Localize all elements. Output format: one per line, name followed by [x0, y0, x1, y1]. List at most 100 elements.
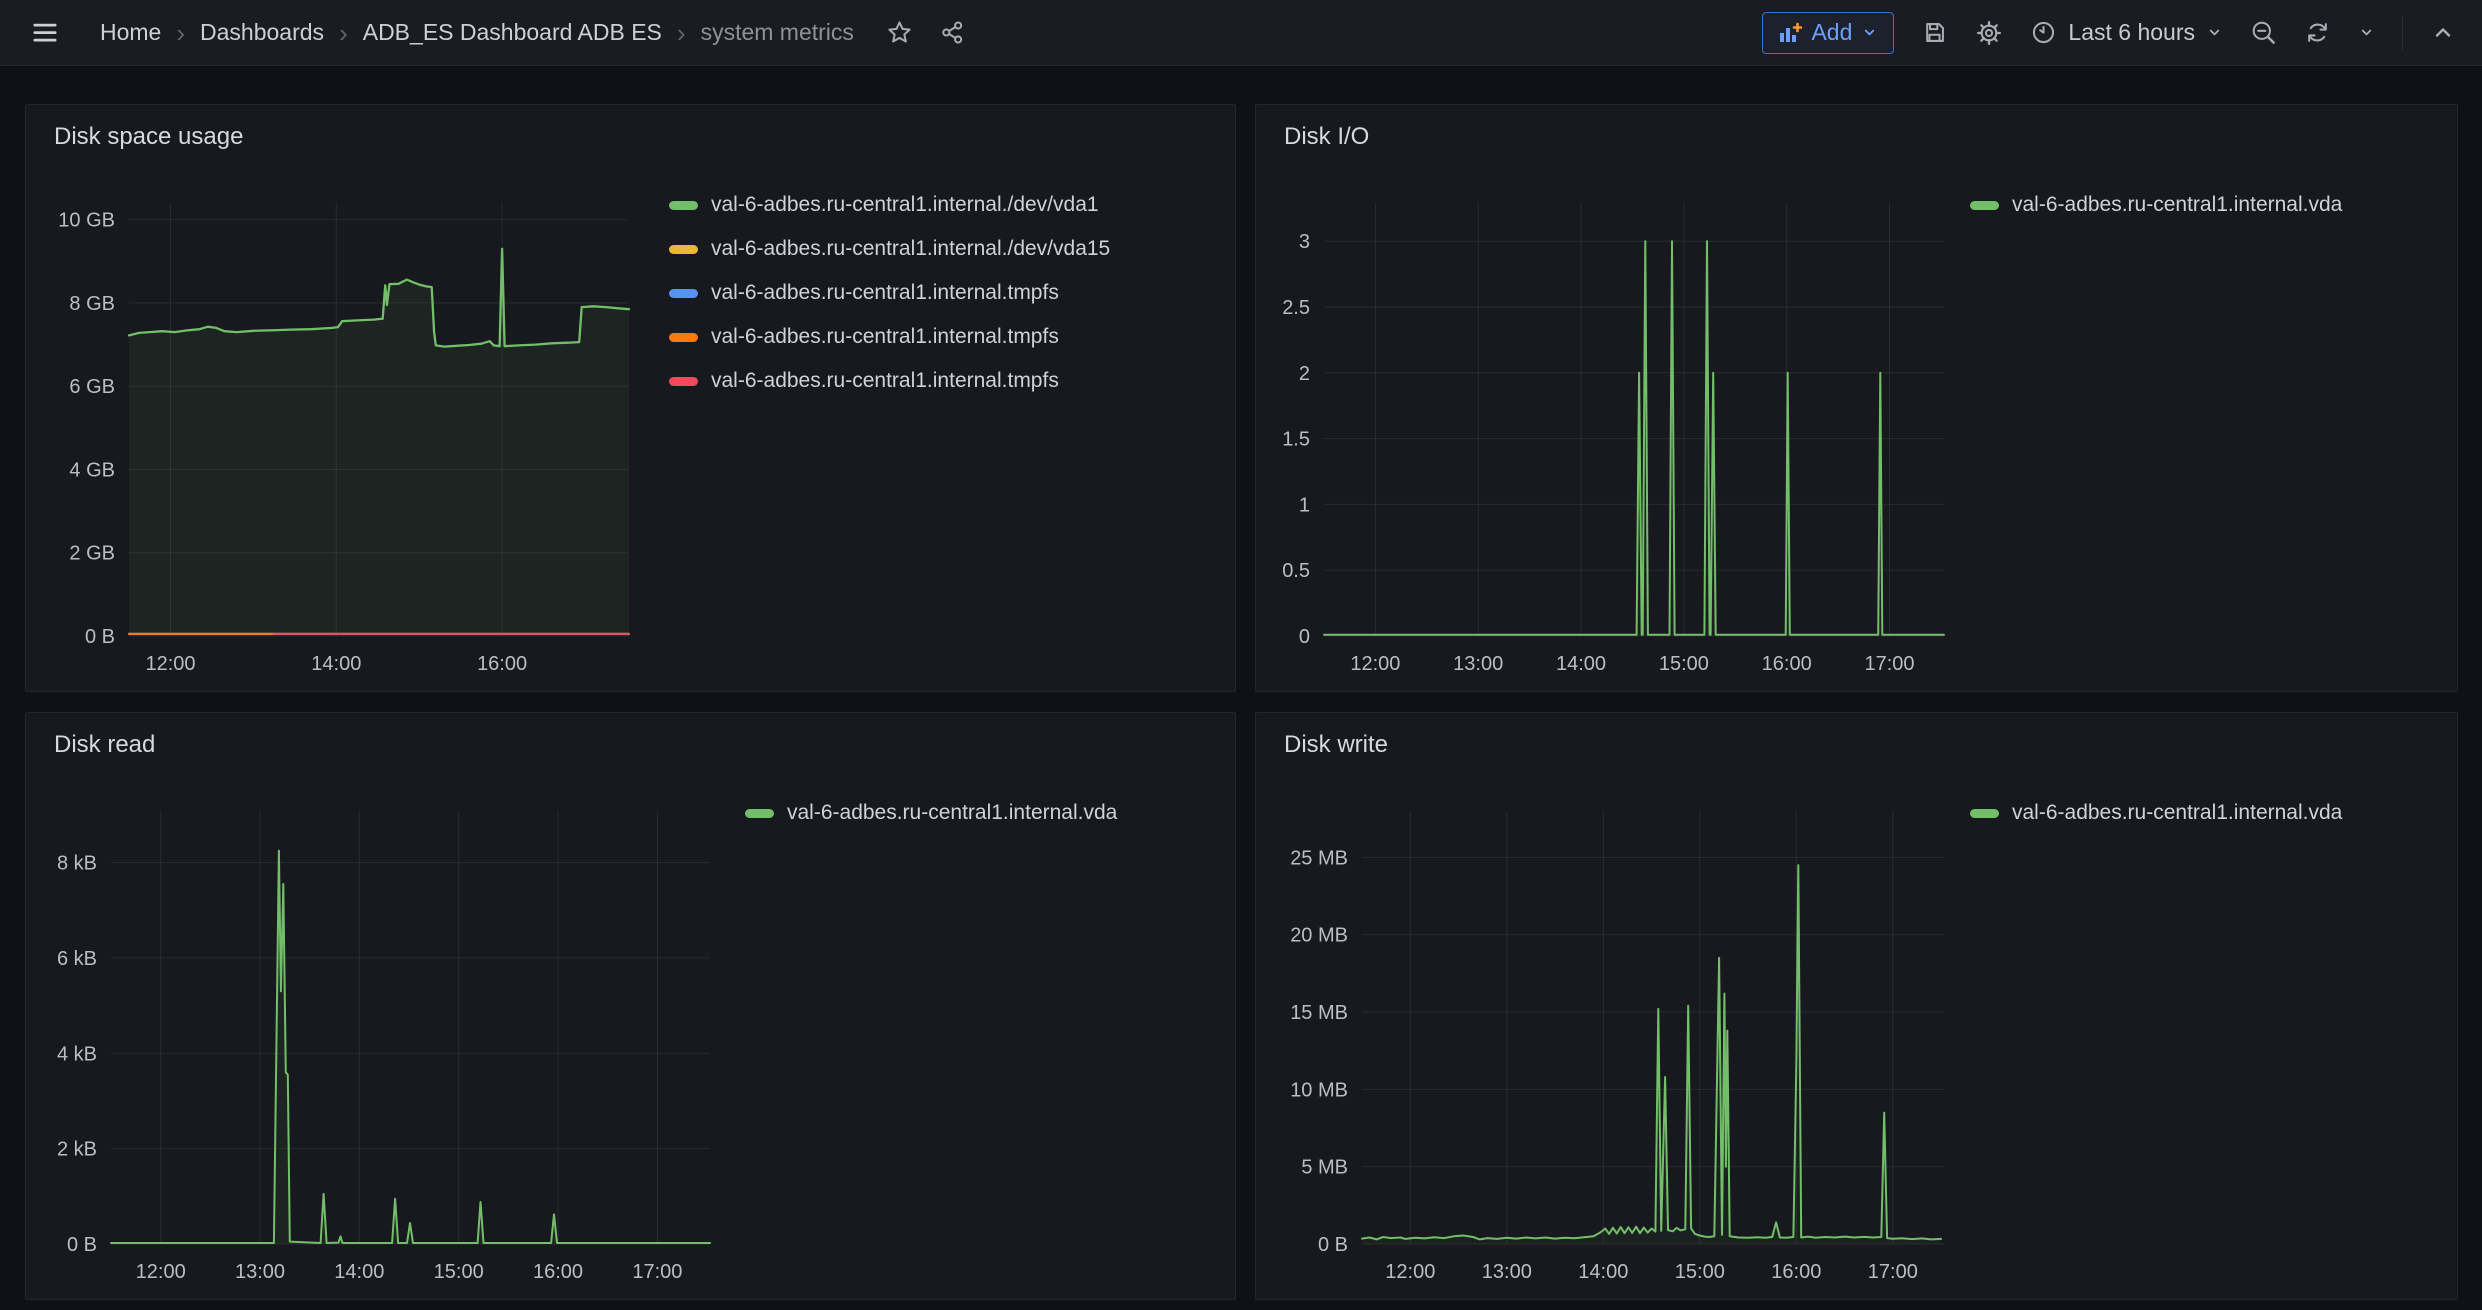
breadcrumb-separator-icon: ›: [677, 20, 686, 46]
breadcrumb-item[interactable]: Dashboards: [200, 19, 324, 46]
y-tick-label: 2 GB: [69, 543, 115, 565]
star-icon[interactable]: [886, 19, 913, 46]
series-line-0: [1324, 241, 1944, 635]
y-tick-label: 0 B: [1318, 1234, 1348, 1256]
legend-item[interactable]: val-6-adbes.ru-central1.internal./dev/vd…: [669, 183, 1110, 227]
panel-title[interactable]: Disk I/O: [1284, 123, 1369, 151]
legend-series-label: val-6-adbes.ru-central1.internal.vda: [787, 801, 1117, 825]
panel-disk-space-usage: Disk space usage 12:00 14:00 16:00 0 B 2 GB 4…: [25, 104, 1236, 692]
menu-icon[interactable]: [30, 18, 60, 48]
legend: val-6-adbes.ru-central1.internal.vda: [1970, 183, 2342, 227]
y-tick-label: 2: [1299, 363, 1310, 385]
legend-item[interactable]: val-6-adbes.ru-central1.internal./dev/vd…: [669, 227, 1110, 271]
x-tick-label: 12:00: [145, 653, 195, 675]
add-button[interactable]: Add: [1762, 12, 1894, 54]
series-line-0: [1362, 865, 1941, 1239]
legend-item[interactable]: val-6-adbes.ru-central1.internal.vda: [1970, 183, 2342, 227]
y-tick-label: 8 GB: [69, 293, 115, 315]
y-tick-label: 2 kB: [57, 1139, 97, 1161]
refresh-icon[interactable]: [2304, 19, 2331, 46]
x-tick-label: 16:00: [1771, 1261, 1821, 1283]
x-tick-label: 15:00: [434, 1261, 484, 1283]
x-tick-label: 16:00: [533, 1261, 583, 1283]
y-tick-label: 2.5: [1282, 297, 1310, 319]
breadcrumb-item[interactable]: ADB_ES Dashboard ADB ES: [363, 19, 662, 46]
x-tick-label: 17:00: [1868, 1261, 1918, 1283]
save-icon[interactable]: [1921, 19, 1948, 46]
clock-icon: [2030, 19, 2057, 46]
y-tick-label: 10 GB: [58, 210, 115, 232]
x-tick-label: 14:00: [334, 1261, 384, 1283]
y-tick-label: 3: [1299, 231, 1310, 253]
y-tick-label: 0 B: [85, 626, 115, 648]
x-tick-label: 15:00: [1659, 653, 1709, 675]
x-tick-label: 17:00: [1864, 653, 1914, 675]
panel-title[interactable]: Disk read: [54, 731, 155, 759]
legend-series-label: val-6-adbes.ru-central1.internal./dev/vd…: [711, 237, 1110, 261]
add-button-label: Add: [1811, 19, 1852, 46]
settings-gear-icon[interactable]: [1975, 19, 2003, 47]
x-tick-label: 13:00: [235, 1261, 285, 1283]
legend-series-label: val-6-adbes.ru-central1.internal.tmpfs: [711, 325, 1059, 349]
y-tick-label: 20 MB: [1290, 925, 1348, 947]
y-tick-label: 4 GB: [69, 460, 115, 482]
breadcrumb-item[interactable]: Home: [100, 19, 161, 46]
legend-item[interactable]: val-6-adbes.ru-central1.internal.vda: [1970, 791, 2342, 835]
chevron-up-icon[interactable]: [2430, 20, 2456, 46]
y-tick-label: 6 kB: [57, 948, 97, 970]
legend-item[interactable]: val-6-adbes.ru-central1.internal.tmpfs: [669, 271, 1110, 315]
dashboard-grid: Disk space usage 12:00 14:00 16:00 0 B 2 GB 4…: [0, 66, 2482, 1300]
x-tick-label: 14:00: [1556, 653, 1606, 675]
time-range-picker[interactable]: Last 6 hours: [2030, 19, 2223, 46]
legend-series-color-pill: [1970, 201, 1999, 210]
series-area-0: [129, 249, 629, 636]
series-line-0: [111, 851, 710, 1243]
x-tick-label: 15:00: [1675, 1261, 1725, 1283]
time-series-chart[interactable]: 12:0013:0014:0015:0016:0017:000 B5 MB10 …: [1256, 783, 2457, 1283]
time-range-label: Last 6 hours: [2068, 19, 2195, 46]
panel-title[interactable]: Disk space usage: [54, 123, 243, 151]
x-tick-label: 14:00: [311, 653, 361, 675]
chevron-down-icon: [2206, 24, 2223, 41]
x-tick-label: 13:00: [1453, 653, 1503, 675]
legend-series-label: val-6-adbes.ru-central1.internal.tmpfs: [711, 369, 1059, 393]
legend-series-color-pill: [669, 333, 698, 342]
legend-item[interactable]: val-6-adbes.ru-central1.internal.vda: [745, 791, 1117, 835]
legend-item[interactable]: val-6-adbes.ru-central1.internal.tmpfs: [669, 359, 1110, 403]
share-icon[interactable]: [939, 19, 966, 46]
y-tick-label: 15 MB: [1290, 1002, 1348, 1024]
breadcrumb-item[interactable]: system metrics: [701, 19, 854, 46]
legend: val-6-adbes.ru-central1.internal./dev/vd…: [669, 183, 1110, 403]
legend-series-color-pill: [745, 809, 774, 818]
refresh-interval-chevron-icon[interactable]: [2358, 24, 2375, 41]
series-area-0: [111, 851, 710, 1244]
legend: val-6-adbes.ru-central1.internal.vda: [1970, 791, 2342, 835]
legend: val-6-adbes.ru-central1.internal.vda: [745, 791, 1117, 835]
y-tick-label: 6 GB: [69, 376, 115, 398]
legend-series-label: val-6-adbes.ru-central1.internal.vda: [2012, 193, 2342, 217]
y-tick-label: 25 MB: [1290, 847, 1348, 869]
legend-series-label: val-6-adbes.ru-central1.internal./dev/vd…: [711, 193, 1099, 217]
x-tick-label: 16:00: [1762, 653, 1812, 675]
y-tick-label: 1.5: [1282, 429, 1310, 451]
legend-series-color-pill: [669, 289, 698, 298]
legend-series-color-pill: [669, 245, 698, 254]
zoom-out-icon[interactable]: [2250, 19, 2277, 46]
panel-disk-write: Disk write 12:0013:0014:0015:0016:0017:0…: [1255, 712, 2458, 1300]
y-tick-label: 1: [1299, 494, 1310, 516]
time-series-chart[interactable]: 12:0013:0014:0015:0016:0017:000 B2 kB4 k…: [26, 783, 1235, 1283]
time-series-chart[interactable]: 12:0013:0014:0015:0016:0017:0000.511.522…: [1256, 175, 2457, 675]
x-tick-label: 14:00: [1578, 1261, 1628, 1283]
legend-item[interactable]: val-6-adbes.ru-central1.internal.tmpfs: [669, 315, 1110, 359]
breadcrumb-separator-icon: ›: [339, 20, 348, 46]
x-tick-label: 16:00: [477, 653, 527, 675]
toolbar-divider: [2402, 16, 2403, 50]
x-tick-label: 13:00: [1482, 1261, 1532, 1283]
panel-title[interactable]: Disk write: [1284, 731, 1388, 759]
bar-chart-add-icon: [1778, 22, 1802, 44]
legend-series-color-pill: [669, 201, 698, 210]
y-tick-label: 4 kB: [57, 1043, 97, 1065]
series-area-0: [1362, 865, 1941, 1244]
legend-series-label: val-6-adbes.ru-central1.internal.tmpfs: [711, 281, 1059, 305]
y-tick-label: 0: [1299, 626, 1310, 648]
